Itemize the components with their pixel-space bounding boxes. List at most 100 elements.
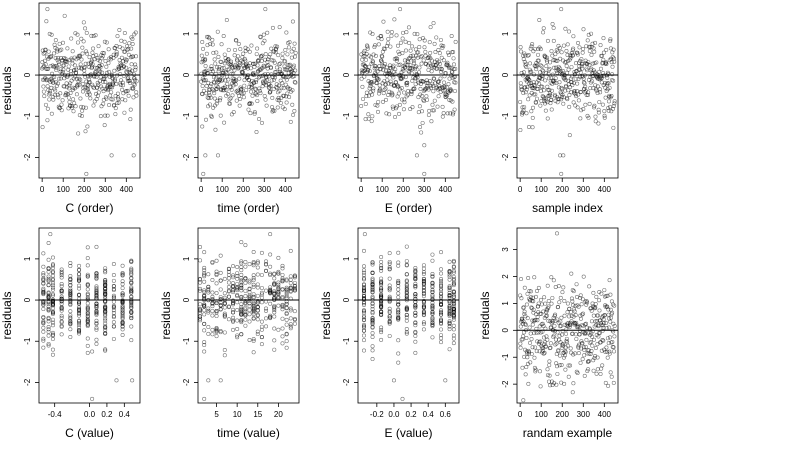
data-point (272, 271, 277, 276)
data-point (94, 289, 99, 294)
data-point (52, 92, 57, 97)
data-point (274, 46, 279, 51)
data-point (120, 286, 125, 291)
data-point (288, 248, 293, 253)
data-point (403, 65, 408, 70)
x-tick-label: 0.2 (101, 410, 113, 419)
data-point (264, 269, 269, 274)
data-point (376, 42, 381, 47)
data-point (243, 312, 248, 317)
data-point (255, 312, 260, 317)
data-point (226, 269, 231, 274)
data-point (129, 279, 134, 284)
data-point (72, 86, 77, 91)
data-point (120, 83, 125, 88)
data-point (541, 309, 546, 314)
data-point (529, 337, 534, 342)
data-point (50, 262, 55, 267)
data-point (361, 328, 366, 333)
data-point (576, 345, 581, 350)
data-point (421, 310, 426, 315)
data-point (291, 46, 296, 51)
data-point (247, 312, 252, 317)
data-point (226, 267, 231, 272)
data-point (561, 43, 566, 48)
data-point (565, 70, 570, 75)
data-point (451, 299, 456, 304)
data-point (96, 44, 101, 49)
data-point (572, 309, 577, 314)
data-point (211, 50, 216, 55)
data-point (537, 18, 542, 23)
data-point (568, 85, 573, 90)
data-point (88, 72, 93, 77)
x-tick-label: 400 (598, 410, 612, 419)
data-point (413, 270, 418, 275)
data-point (606, 72, 611, 77)
data-point (571, 289, 576, 294)
data-point (239, 259, 244, 264)
data-point (50, 303, 55, 308)
data-point (387, 112, 392, 117)
data-point (280, 272, 285, 277)
data-point (590, 343, 595, 348)
data-point (612, 303, 617, 308)
data-point (436, 94, 441, 99)
data-point (536, 330, 541, 335)
data-point (226, 77, 231, 82)
data-point (228, 96, 233, 101)
data-point (591, 358, 596, 363)
data-point (608, 370, 613, 375)
data-point (257, 88, 262, 93)
data-point (226, 288, 231, 293)
data-point (419, 61, 424, 66)
data-point (552, 80, 557, 85)
data-point (277, 25, 282, 30)
y-tick-label: -2 (501, 380, 510, 388)
data-point (382, 47, 387, 52)
y-tick-label: 1 (342, 31, 351, 36)
data-point (67, 100, 72, 105)
data-point (41, 84, 46, 89)
data-point (214, 301, 219, 306)
x-tick-label: 10 (233, 410, 242, 419)
x-tick-label: 100 (535, 185, 549, 194)
data-point (534, 96, 539, 101)
y-tick-label: 1 (501, 31, 510, 36)
data-point (239, 87, 244, 92)
data-point (568, 322, 573, 327)
data-point (286, 86, 291, 91)
data-point (226, 57, 231, 62)
data-point (387, 333, 392, 338)
data-point (259, 74, 264, 79)
data-point (430, 311, 435, 316)
data-point (579, 63, 584, 68)
data-point (447, 293, 452, 298)
data-point (292, 321, 297, 326)
data-point (583, 344, 588, 349)
data-point (226, 276, 231, 281)
data-point (56, 95, 61, 100)
data-point (556, 349, 561, 354)
data-point (447, 304, 452, 309)
data-point (413, 294, 418, 299)
data-point (98, 59, 103, 64)
data-point (446, 53, 451, 58)
data-point (452, 107, 457, 112)
data-point (92, 57, 97, 62)
data-point (583, 322, 588, 327)
data-point (447, 327, 452, 332)
data-point (91, 33, 96, 38)
data-point (413, 323, 418, 328)
data-point (234, 78, 239, 83)
data-point (214, 314, 219, 319)
data-point (243, 259, 248, 264)
data-point (222, 314, 227, 319)
y-tick-label: 0 (182, 297, 191, 302)
data-point (421, 269, 426, 274)
data-point (124, 57, 129, 62)
data-point (120, 80, 125, 85)
data-point (574, 282, 579, 287)
data-point (222, 305, 227, 310)
data-point (569, 313, 574, 318)
